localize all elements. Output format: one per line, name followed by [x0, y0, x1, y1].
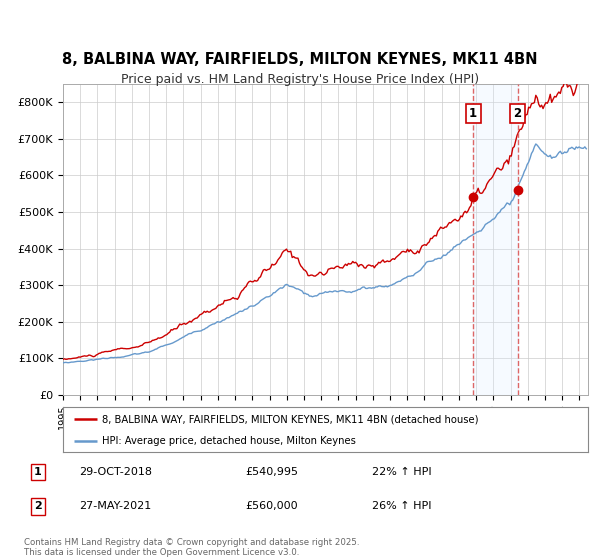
Text: £560,000: £560,000 — [245, 501, 298, 511]
Text: 8, BALBINA WAY, FAIRFIELDS, MILTON KEYNES, MK11 4BN: 8, BALBINA WAY, FAIRFIELDS, MILTON KEYNE… — [62, 52, 538, 67]
Text: 2: 2 — [34, 501, 41, 511]
Text: Contains HM Land Registry data © Crown copyright and database right 2025.
This d: Contains HM Land Registry data © Crown c… — [24, 538, 359, 557]
Text: 2: 2 — [514, 107, 521, 120]
Text: 26% ↑ HPI: 26% ↑ HPI — [372, 501, 431, 511]
Text: 29-OCT-2018: 29-OCT-2018 — [79, 467, 152, 477]
Text: Price paid vs. HM Land Registry's House Price Index (HPI): Price paid vs. HM Land Registry's House … — [121, 73, 479, 86]
Text: 27-MAY-2021: 27-MAY-2021 — [79, 501, 151, 511]
Text: 8, BALBINA WAY, FAIRFIELDS, MILTON KEYNES, MK11 4BN (detached house): 8, BALBINA WAY, FAIRFIELDS, MILTON KEYNE… — [103, 414, 479, 424]
Text: 22% ↑ HPI: 22% ↑ HPI — [372, 467, 431, 477]
Text: HPI: Average price, detached house, Milton Keynes: HPI: Average price, detached house, Milt… — [103, 436, 356, 446]
Text: £540,995: £540,995 — [245, 467, 298, 477]
Bar — [473, 84, 518, 395]
Text: 1: 1 — [34, 467, 41, 477]
Text: 1: 1 — [469, 107, 477, 120]
